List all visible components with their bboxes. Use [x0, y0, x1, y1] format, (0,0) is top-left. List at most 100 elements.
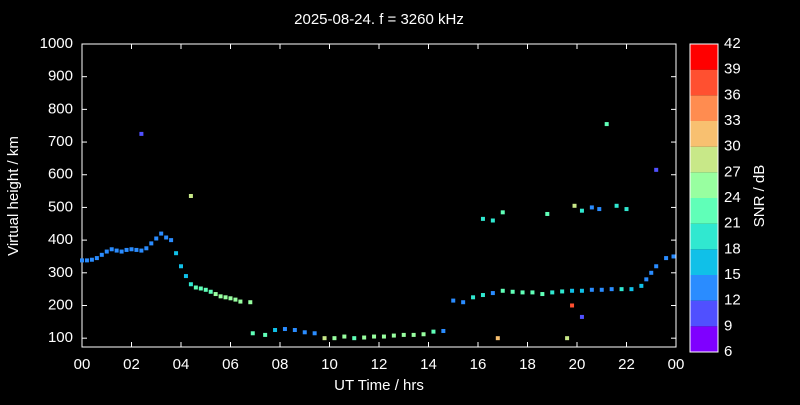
colorbar-tick-label: 12 — [724, 292, 741, 309]
point — [248, 300, 253, 305]
y-axis-label: Virtual height / km — [5, 136, 22, 256]
point — [213, 292, 218, 297]
point — [381, 334, 386, 339]
point — [644, 277, 649, 282]
point — [322, 336, 327, 341]
colorbar-label: SNR / dB — [751, 165, 768, 228]
point — [471, 295, 476, 300]
point — [282, 327, 287, 332]
colorbar-tick-label: 30 — [724, 138, 741, 155]
point — [94, 256, 99, 261]
point — [114, 248, 119, 253]
point — [154, 236, 159, 241]
colorbar-segment — [690, 223, 718, 250]
point — [174, 251, 179, 256]
colorbar-tick-label: 6 — [724, 343, 732, 360]
point — [144, 246, 149, 251]
point — [218, 294, 223, 299]
colorbar-frame — [689, 43, 719, 353]
point — [198, 286, 203, 291]
point — [639, 283, 644, 288]
point — [461, 300, 466, 305]
point — [238, 299, 243, 304]
point — [431, 329, 436, 334]
point — [565, 336, 570, 341]
point — [302, 330, 307, 335]
point — [654, 264, 659, 269]
point — [500, 288, 505, 293]
point — [624, 207, 629, 212]
point — [530, 290, 535, 295]
x-tick-label: 06 — [222, 356, 239, 373]
point — [352, 336, 357, 341]
point — [233, 297, 238, 302]
point — [250, 331, 255, 336]
point — [490, 291, 495, 296]
point — [619, 287, 624, 292]
colorbar-tick-label: 18 — [724, 240, 741, 257]
colorbar-tick-label: 42 — [724, 35, 741, 52]
point — [312, 331, 317, 336]
point — [84, 258, 89, 263]
x-tick-label: 12 — [371, 356, 388, 373]
point — [193, 285, 198, 290]
point — [411, 332, 416, 337]
point — [104, 249, 109, 254]
point — [441, 328, 446, 333]
point — [570, 288, 575, 293]
point — [579, 288, 584, 293]
point — [550, 290, 555, 295]
point — [134, 247, 139, 252]
x-axis-label: UT Time / hrs — [334, 377, 424, 394]
point — [159, 231, 164, 236]
point — [342, 334, 347, 339]
point — [629, 287, 634, 292]
point — [510, 289, 515, 294]
point — [599, 287, 604, 292]
point — [89, 257, 94, 262]
point — [589, 205, 594, 210]
colorbar-segment — [690, 275, 718, 301]
colorbar-tick-label: 15 — [724, 266, 741, 283]
point — [149, 241, 154, 246]
x-tick-label: 00 — [668, 356, 685, 373]
x-tick-label: 22 — [618, 356, 635, 373]
colorbar-tick-label: 21 — [724, 215, 741, 232]
point — [119, 249, 124, 254]
point — [495, 336, 500, 341]
point — [203, 287, 208, 292]
x-tick-label: 14 — [420, 356, 437, 373]
colorbar-tick-label: 9 — [724, 317, 732, 334]
x-tick-label: 16 — [470, 356, 487, 373]
point — [570, 303, 575, 308]
point — [490, 218, 495, 223]
point — [183, 274, 188, 279]
point — [372, 334, 377, 339]
point — [263, 332, 268, 337]
y-tick-label: 800 — [48, 100, 73, 117]
point — [671, 254, 676, 259]
colorbar-segment — [690, 326, 718, 352]
point — [540, 292, 545, 297]
colorbar-tick-label: 39 — [724, 61, 741, 78]
colorbar-tick-label: 27 — [724, 163, 741, 180]
y-tick-label: 700 — [48, 133, 73, 150]
x-tick-label: 00 — [74, 356, 91, 373]
y-tick-label: 200 — [48, 296, 73, 313]
point — [421, 332, 426, 337]
colorbar-segment — [690, 95, 718, 121]
point — [604, 122, 609, 127]
chart-title: 2025-08-24. f = 3260 kHz — [294, 11, 464, 28]
point — [614, 203, 619, 208]
point — [169, 238, 174, 243]
colorbar-segment — [690, 69, 718, 96]
point — [188, 193, 193, 198]
x-tick-label: 04 — [173, 356, 190, 373]
point — [391, 333, 396, 338]
point — [80, 258, 84, 263]
point — [228, 296, 233, 301]
point — [654, 167, 659, 172]
point — [139, 131, 144, 136]
point — [332, 336, 337, 341]
